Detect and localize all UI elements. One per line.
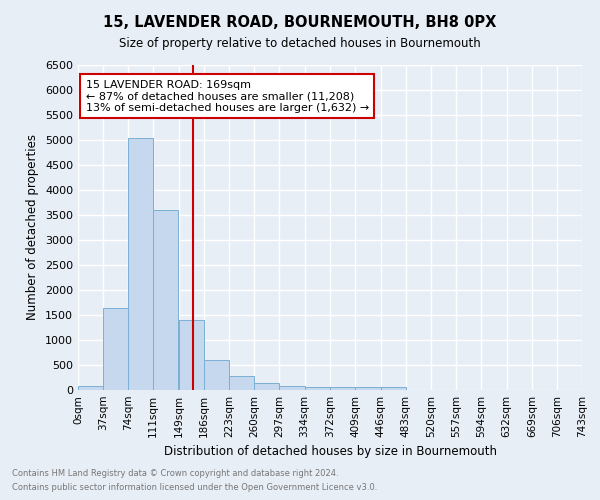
Bar [204,360,229,390]
Text: Size of property relative to detached houses in Bournemouth: Size of property relative to detached ho… [119,38,481,51]
Bar [331,387,355,390]
Bar [153,210,178,390]
X-axis label: Distribution of detached houses by size in Bournemouth: Distribution of detached houses by size … [163,446,497,458]
Bar [380,387,406,390]
Bar [254,383,280,390]
Text: Contains public sector information licensed under the Open Government Licence v3: Contains public sector information licen… [12,484,377,492]
Text: 15, LAVENDER ROAD, BOURNEMOUTH, BH8 0PX: 15, LAVENDER ROAD, BOURNEMOUTH, BH8 0PX [103,15,497,30]
Bar [103,308,128,390]
Bar [229,376,254,390]
Bar [355,387,380,390]
Y-axis label: Number of detached properties: Number of detached properties [26,134,40,320]
Bar [280,386,305,390]
Bar [78,386,103,390]
Bar [128,138,153,390]
Bar [179,320,204,390]
Bar [305,387,329,390]
Text: 15 LAVENDER ROAD: 169sqm
← 87% of detached houses are smaller (11,208)
13% of se: 15 LAVENDER ROAD: 169sqm ← 87% of detach… [86,80,369,113]
Text: Contains HM Land Registry data © Crown copyright and database right 2024.: Contains HM Land Registry data © Crown c… [12,468,338,477]
